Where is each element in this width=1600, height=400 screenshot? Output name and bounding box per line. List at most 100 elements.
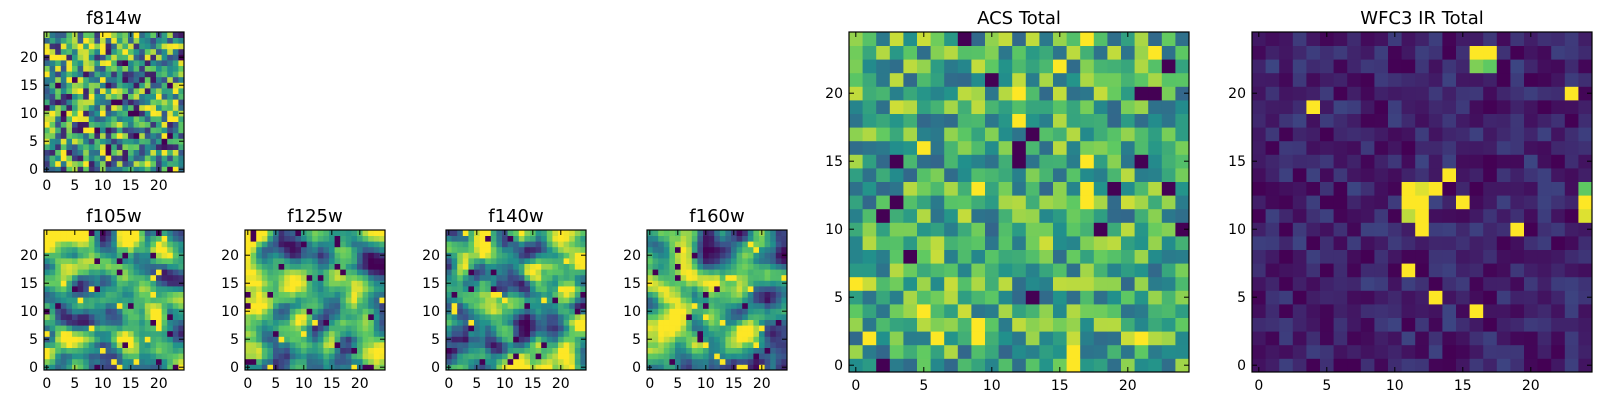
heatmap-cell xyxy=(513,263,520,270)
x-tick-label: 5 xyxy=(673,376,682,392)
heatmap-cell xyxy=(903,181,918,196)
heatmap-cell xyxy=(731,297,737,304)
heatmap-cell xyxy=(563,263,570,270)
heatmap-cell xyxy=(731,286,737,292)
heatmap-cell xyxy=(156,269,162,276)
heatmap-cell xyxy=(1483,222,1498,237)
heatmap-cell xyxy=(1401,127,1416,142)
heatmap-cell xyxy=(133,88,140,94)
heatmap-cell xyxy=(128,342,134,348)
heatmap-cell xyxy=(1093,263,1108,278)
heatmap-cell xyxy=(697,246,704,253)
heatmap-cell xyxy=(329,263,335,270)
heatmap-cell xyxy=(323,230,330,236)
heatmap-cell xyxy=(714,302,721,309)
heatmap-cell xyxy=(83,280,90,287)
heatmap-cell xyxy=(944,236,959,250)
heatmap-cell xyxy=(971,72,986,87)
heatmap-cell xyxy=(462,319,469,326)
heatmap-cell xyxy=(917,72,931,87)
heatmap-cell xyxy=(49,258,56,264)
heatmap-cell xyxy=(116,104,123,111)
heatmap-cell xyxy=(323,269,330,276)
heatmap-cell xyxy=(1496,358,1511,373)
heatmap-cell xyxy=(446,347,452,354)
heatmap-cell xyxy=(83,48,90,55)
heatmap-cell xyxy=(518,274,525,281)
heatmap-cell xyxy=(1551,263,1566,278)
heatmap-cell xyxy=(725,263,732,270)
heatmap-cell xyxy=(100,149,106,156)
heatmap-cell xyxy=(1306,127,1321,142)
heatmap-cell xyxy=(100,37,106,44)
heatmap-cell xyxy=(1374,86,1389,101)
heatmap-cell xyxy=(150,116,157,122)
heatmap-cell xyxy=(111,235,118,242)
heatmap-cell xyxy=(479,230,486,236)
heatmap-cell xyxy=(944,59,959,74)
heatmap-cell xyxy=(351,230,358,236)
heatmap-cell xyxy=(697,235,704,242)
heatmap-cell xyxy=(1134,59,1149,74)
heatmap-cell xyxy=(100,93,106,100)
heatmap-cell xyxy=(1388,72,1402,87)
heatmap-cell xyxy=(1066,72,1081,87)
heatmap-cell xyxy=(156,138,162,145)
heatmap-cell xyxy=(1360,181,1375,196)
heatmap-cell xyxy=(1252,276,1266,291)
heatmap-cell xyxy=(72,37,78,44)
heatmap-cell xyxy=(1066,45,1081,60)
heatmap-cell xyxy=(245,302,251,309)
heatmap-cell xyxy=(373,342,380,348)
heatmap-cell xyxy=(518,269,525,276)
heatmap-cell xyxy=(468,280,475,287)
heatmap-cell xyxy=(44,246,50,253)
heatmap-cell xyxy=(60,88,67,94)
heatmap-cell xyxy=(72,99,78,106)
heatmap-cell xyxy=(133,302,140,309)
heatmap-cell xyxy=(133,37,140,44)
heatmap-cell xyxy=(83,88,90,94)
heatmap-cell xyxy=(94,353,101,360)
heatmap-cell xyxy=(1252,317,1266,332)
heatmap-cell xyxy=(178,104,185,111)
heatmap-cell xyxy=(66,37,73,44)
heatmap-cell xyxy=(267,364,274,371)
heatmap-cell xyxy=(675,252,681,259)
heatmap-cell xyxy=(446,274,452,281)
heatmap-cell xyxy=(60,149,67,156)
heatmap-cell xyxy=(518,330,525,337)
heatmap-cell xyxy=(1496,263,1511,278)
heatmap-cell xyxy=(139,263,146,270)
heatmap-cell xyxy=(1148,276,1163,291)
heatmap-cell xyxy=(686,353,693,360)
heatmap-cell xyxy=(474,274,480,281)
heatmap-cell xyxy=(1148,358,1163,373)
heatmap-cell xyxy=(144,88,151,94)
heatmap-cell xyxy=(55,60,62,66)
heatmap-cell xyxy=(697,291,704,298)
heatmap-cell xyxy=(306,230,313,236)
heatmap-cell xyxy=(167,155,174,162)
heatmap-cell xyxy=(351,336,358,343)
heatmap-cell xyxy=(686,235,693,242)
heatmap-cell xyxy=(1483,113,1498,128)
heatmap-cell xyxy=(150,71,157,78)
heatmap-cell xyxy=(284,252,291,259)
heatmap-cell xyxy=(172,347,179,354)
heatmap-cell xyxy=(284,286,291,292)
heatmap-cell xyxy=(116,325,123,332)
heatmap-cell xyxy=(507,319,514,326)
heatmap-cell xyxy=(1442,331,1457,346)
heatmap-cell xyxy=(849,113,863,128)
heatmap-cell xyxy=(1469,317,1484,332)
heatmap-cell xyxy=(1483,168,1498,182)
heatmap-cell xyxy=(116,252,123,259)
heatmap-cell xyxy=(379,297,386,304)
heatmap-cell xyxy=(312,302,319,309)
heatmap-cell xyxy=(490,246,497,253)
heatmap-cell xyxy=(373,286,380,292)
heatmap-cell xyxy=(139,291,146,298)
heatmap-cell xyxy=(781,297,788,304)
heatmap-cell xyxy=(1428,72,1443,87)
